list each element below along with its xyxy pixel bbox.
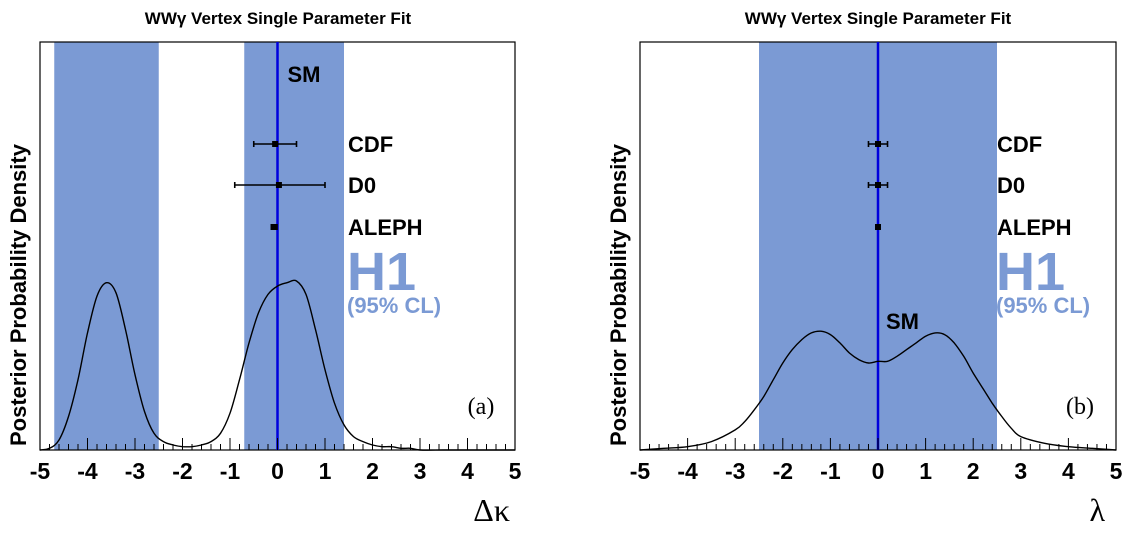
x-tick-label: 0 xyxy=(872,458,885,484)
experiment-label: ALEPH xyxy=(997,215,1072,240)
x-tick-label: 4 xyxy=(461,458,474,484)
x-tick-label: 5 xyxy=(1110,458,1123,484)
h1-cl-label: (95% CL) xyxy=(347,293,441,318)
x-tick-label: 1 xyxy=(319,458,332,484)
central-value-marker xyxy=(875,182,881,188)
h1-label: H1 xyxy=(996,242,1065,302)
measurement-cdf: CDF xyxy=(867,132,1042,157)
measurement-aleph: ALEPH xyxy=(875,215,1072,240)
central-value-marker xyxy=(272,141,279,147)
x-tick-label: -5 xyxy=(30,458,51,484)
chart-title: WWγ Vertex Single Parameter Fit xyxy=(145,9,412,28)
x-tick-label: -1 xyxy=(820,458,841,484)
chart-title: WWγ Vertex Single Parameter Fit xyxy=(745,9,1012,28)
experiment-label: ALEPH xyxy=(348,215,423,240)
h1-cl-label: (95% CL) xyxy=(996,293,1090,318)
measurement-aleph: ALEPH xyxy=(270,215,423,240)
experiment-label: D0 xyxy=(997,173,1025,198)
y-axis-label: Posterior Probability Density xyxy=(6,143,31,446)
sm-label: SM xyxy=(886,309,919,334)
x-tick-label: 3 xyxy=(414,458,427,484)
x-tick-label: -2 xyxy=(773,458,793,484)
x-axis: -5 -4 -3 -2 -1 0 1 2 3 4 5 xyxy=(30,438,522,484)
x-tick-label: -4 xyxy=(677,458,698,484)
x-tick-label: 5 xyxy=(509,458,522,484)
x-tick-label: -3 xyxy=(125,458,145,484)
experiment-label: CDF xyxy=(997,132,1042,157)
posterior-curve xyxy=(39,279,515,451)
experiment-label: D0 xyxy=(348,173,376,198)
x-tick-label: -2 xyxy=(172,458,192,484)
posterior-curve xyxy=(639,330,1117,451)
x-tick-label: 1 xyxy=(919,458,932,484)
x-tick-label: 3 xyxy=(1014,458,1027,484)
x-tick-label: -1 xyxy=(220,458,241,484)
measurement-cdf: CDF xyxy=(252,132,393,157)
confidence-band-1 xyxy=(54,42,159,450)
x-tick-label: 4 xyxy=(1062,458,1075,484)
x-axis: -5 -4 -3 -2 -1 0 1 2 3 4 5 xyxy=(630,438,1123,484)
central-value-marker xyxy=(275,182,282,188)
x-axis-label: Δκ xyxy=(473,492,510,528)
x-tick-label: 2 xyxy=(366,458,379,484)
panel-label: (b) xyxy=(1066,394,1094,420)
central-value-marker xyxy=(875,224,881,230)
measurement-d0: D0 xyxy=(233,173,376,198)
x-axis-label: λ xyxy=(1089,492,1105,528)
x-tick-label: 2 xyxy=(967,458,980,484)
central-value-marker xyxy=(271,224,278,230)
x-tick-label: -4 xyxy=(77,458,98,484)
confidence-band-2 xyxy=(244,42,344,450)
h1-label: H1 xyxy=(347,242,416,302)
x-tick-label: -3 xyxy=(725,458,745,484)
x-tick-label: 0 xyxy=(271,458,284,484)
panel-label: (a) xyxy=(468,394,495,420)
sm-label: SM xyxy=(288,62,321,87)
y-axis-label: Posterior Probability Density xyxy=(606,143,631,446)
x-tick-label: -5 xyxy=(630,458,651,484)
experiment-label: CDF xyxy=(348,132,393,157)
central-value-marker xyxy=(875,141,881,147)
measurement-d0: D0 xyxy=(867,173,1025,198)
